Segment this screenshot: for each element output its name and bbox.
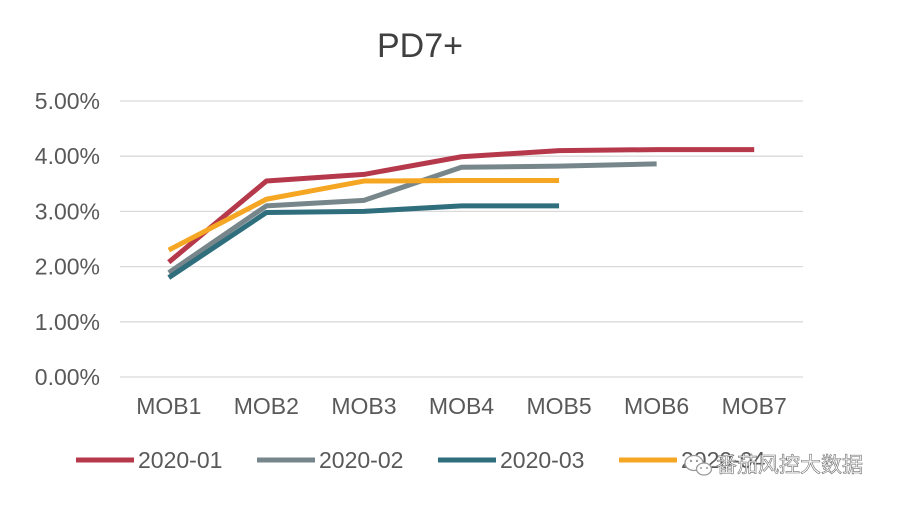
x-tick-label: MOB1: [136, 393, 201, 419]
series-line-2020-03: [167, 203, 560, 280]
x-axis-tick-labels: MOB1 MOB2 MOB3 MOB4 MOB5 MOB6 MOB7: [136, 393, 787, 419]
watermark-text: 番茄风控大数据: [716, 453, 863, 477]
legend-item: 2020-01: [76, 447, 222, 473]
chart-title: PD7+: [377, 27, 463, 65]
legend-label: 2020-03: [500, 447, 584, 473]
y-tick-label: 4.00%: [35, 143, 100, 169]
x-tick-label: MOB7: [722, 393, 787, 419]
x-tick-label: MOB3: [331, 393, 396, 419]
watermark: 番茄风控大数据: [684, 453, 863, 477]
series-line-2020-04: [167, 177, 560, 253]
series-line-2020-01: [167, 147, 755, 265]
y-tick-label: 2.00%: [35, 254, 100, 280]
x-tick-label: MOB5: [526, 393, 591, 419]
y-axis-tick-labels: 0.00% 1.00% 2.00% 3.00% 4.00% 5.00%: [35, 88, 100, 390]
y-tick-label: 5.00%: [35, 88, 100, 114]
y-tick-label: 3.00%: [35, 198, 100, 224]
y-tick-label: 0.00%: [35, 364, 100, 390]
x-tick-label: MOB2: [234, 393, 299, 419]
legend-item: 2020-03: [438, 447, 584, 473]
legend-label: 2020-02: [319, 447, 403, 473]
legend: 2020-01 2020-02 2020-03 2020-04: [76, 447, 766, 473]
x-tick-label: MOB4: [429, 393, 494, 419]
legend-item: 2020-02: [257, 447, 403, 473]
legend-label: 2020-01: [138, 447, 222, 473]
y-tick-label: 1.00%: [35, 309, 100, 335]
wechat-icon: [684, 454, 713, 476]
series-lines: [167, 147, 755, 280]
x-tick-label: MOB6: [624, 393, 689, 419]
series-line-2020-02: [167, 161, 657, 275]
